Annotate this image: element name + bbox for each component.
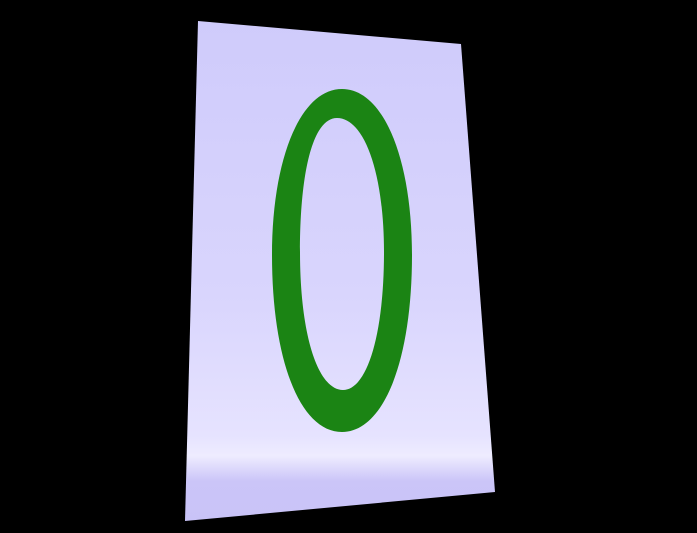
digit-zero-glyph <box>272 89 412 432</box>
digit-zero-ring <box>272 89 412 432</box>
card: 0 <box>185 21 495 521</box>
card-face <box>185 21 495 521</box>
